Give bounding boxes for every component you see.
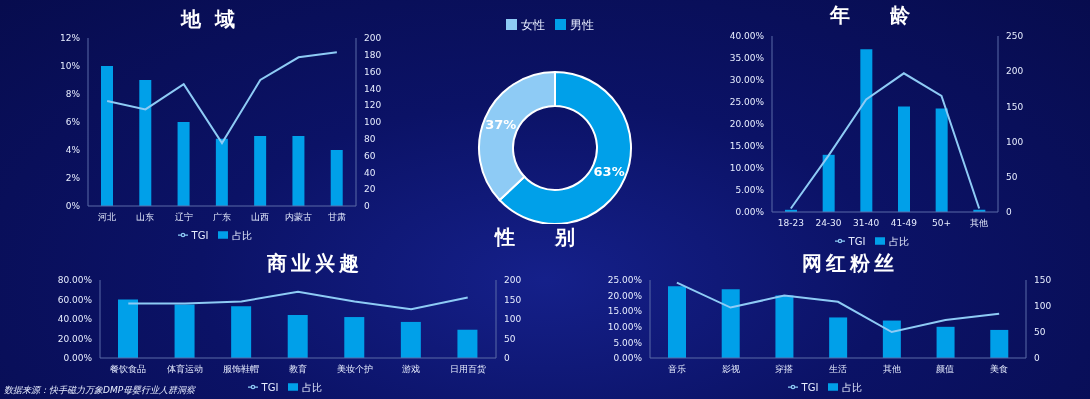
svg-text:80.00%: 80.00% <box>58 275 93 285</box>
svg-text:15.00%: 15.00% <box>730 141 765 151</box>
svg-text:160: 160 <box>364 67 381 77</box>
svg-text:50: 50 <box>1034 327 1046 337</box>
svg-text:日用百货: 日用百货 <box>450 364 486 374</box>
svg-text:2%: 2% <box>66 173 81 183</box>
svg-text:山西: 山西 <box>251 212 269 222</box>
svg-text:50+: 50+ <box>932 218 951 228</box>
svg-text:山东: 山东 <box>136 212 154 222</box>
html-text:占比: 占比 <box>842 382 863 393</box>
svg-text:5.00%: 5.00% <box>735 185 764 195</box>
svg-text:60: 60 <box>364 151 376 161</box>
html-text:TGI: TGI <box>191 230 209 241</box>
svg-text:美食: 美食 <box>990 364 1008 374</box>
svg-text:120: 120 <box>364 100 381 110</box>
svg-text:80: 80 <box>364 134 376 144</box>
svg-text:广东: 广东 <box>213 212 231 222</box>
svg-text:0.00%: 0.00% <box>735 207 764 217</box>
svg-text:20.00%: 20.00% <box>608 291 643 301</box>
svg-text:180: 180 <box>364 50 381 60</box>
html-text:年龄: 年龄 <box>830 3 950 27</box>
svg-text:美妆个护: 美妆个护 <box>337 364 373 374</box>
svg-text:24-30: 24-30 <box>815 218 841 228</box>
html-text:性别: 性别 <box>495 225 615 249</box>
svg-text:辽宁: 辽宁 <box>175 212 193 222</box>
svg-text:31-40: 31-40 <box>853 218 879 228</box>
html-text:商业兴趣: 商业兴趣 <box>267 251 363 275</box>
svg-text:100: 100 <box>1034 301 1051 311</box>
svg-text:10%: 10% <box>60 61 80 71</box>
svg-text:50: 50 <box>1006 172 1018 182</box>
svg-text:250: 250 <box>1006 31 1023 41</box>
svg-text:150: 150 <box>1034 275 1051 285</box>
svg-text:10.00%: 10.00% <box>730 163 765 173</box>
svg-text:服饰鞋帽: 服饰鞋帽 <box>223 364 259 374</box>
svg-text:音乐: 音乐 <box>668 364 686 374</box>
svg-text:影视: 影视 <box>722 364 740 374</box>
svg-text:200: 200 <box>504 275 521 285</box>
svg-text:其他: 其他 <box>970 218 988 228</box>
html-text:TGI: TGI <box>801 382 819 393</box>
svg-text:200: 200 <box>364 33 381 43</box>
svg-text:60.00%: 60.00% <box>58 295 93 305</box>
html-text:TGI: TGI <box>261 382 279 393</box>
svg-text:甘肃: 甘肃 <box>328 212 346 222</box>
svg-text:0.00%: 0.00% <box>63 353 92 363</box>
svg-text:8%: 8% <box>66 89 81 99</box>
svg-text:150: 150 <box>504 295 521 305</box>
svg-text:河北: 河北 <box>98 212 116 222</box>
svg-text:30.00%: 30.00% <box>730 75 765 85</box>
svg-text:100: 100 <box>1006 137 1023 147</box>
svg-text:颜值: 颜值 <box>936 364 954 374</box>
svg-text:50: 50 <box>504 334 516 344</box>
svg-text:37%: 37% <box>485 117 516 132</box>
svg-text:0: 0 <box>364 201 370 211</box>
svg-text:200: 200 <box>1006 66 1023 76</box>
svg-text:15.00%: 15.00% <box>608 306 643 316</box>
html-text:占比: 占比 <box>302 382 323 393</box>
svg-text:0: 0 <box>1034 353 1040 363</box>
svg-text:餐饮食品: 餐饮食品 <box>110 364 146 374</box>
svg-text:0: 0 <box>504 353 510 363</box>
svg-text:4%: 4% <box>66 145 81 155</box>
svg-text:20: 20 <box>364 184 376 194</box>
svg-text:6%: 6% <box>66 117 81 127</box>
html-text:数据来源：快手磁力万象DMP母婴行业人群洞察: 数据来源：快手磁力万象DMP母婴行业人群洞察 <box>4 385 196 395</box>
svg-text:20.00%: 20.00% <box>58 334 93 344</box>
svg-text:40.00%: 40.00% <box>58 314 93 324</box>
svg-text:63%: 63% <box>594 164 625 179</box>
svg-text:40: 40 <box>364 168 376 178</box>
svg-text:25.00%: 25.00% <box>730 97 765 107</box>
svg-text:40.00%: 40.00% <box>730 31 765 41</box>
svg-text:140: 140 <box>364 84 381 94</box>
svg-text:5.00%: 5.00% <box>613 338 642 348</box>
svg-text:0%: 0% <box>66 201 81 211</box>
html-text:占比: 占比 <box>889 236 910 247</box>
svg-text:生活: 生活 <box>829 364 847 374</box>
svg-text:12%: 12% <box>60 33 80 43</box>
svg-text:100: 100 <box>504 314 521 324</box>
svg-text:其他: 其他 <box>883 364 901 374</box>
svg-text:游戏: 游戏 <box>402 364 420 374</box>
svg-text:35.00%: 35.00% <box>730 53 765 63</box>
svg-text:41-49: 41-49 <box>891 218 917 228</box>
svg-text:10.00%: 10.00% <box>608 322 643 332</box>
svg-text:150: 150 <box>1006 102 1023 112</box>
svg-text:100: 100 <box>364 117 381 127</box>
svg-text:0.00%: 0.00% <box>613 353 642 363</box>
svg-text:18-23: 18-23 <box>778 218 804 228</box>
svg-text:教育: 教育 <box>289 364 307 374</box>
html-text:地域: 地域 <box>181 7 249 31</box>
svg-text:穿搭: 穿搭 <box>775 364 793 374</box>
html-text:男性: 男性 <box>570 18 594 32</box>
html-text:女性: 女性 <box>521 18 545 32</box>
svg-text:25.00%: 25.00% <box>608 275 643 285</box>
svg-text:内蒙古: 内蒙古 <box>285 212 312 222</box>
svg-text:0: 0 <box>1006 207 1012 217</box>
html-text:占比: 占比 <box>232 230 253 241</box>
html-text:网红粉丝: 网红粉丝 <box>802 251 898 275</box>
html-text:TGI: TGI <box>848 236 866 247</box>
svg-text:体育运动: 体育运动 <box>167 364 203 374</box>
svg-text:20.00%: 20.00% <box>730 119 765 129</box>
